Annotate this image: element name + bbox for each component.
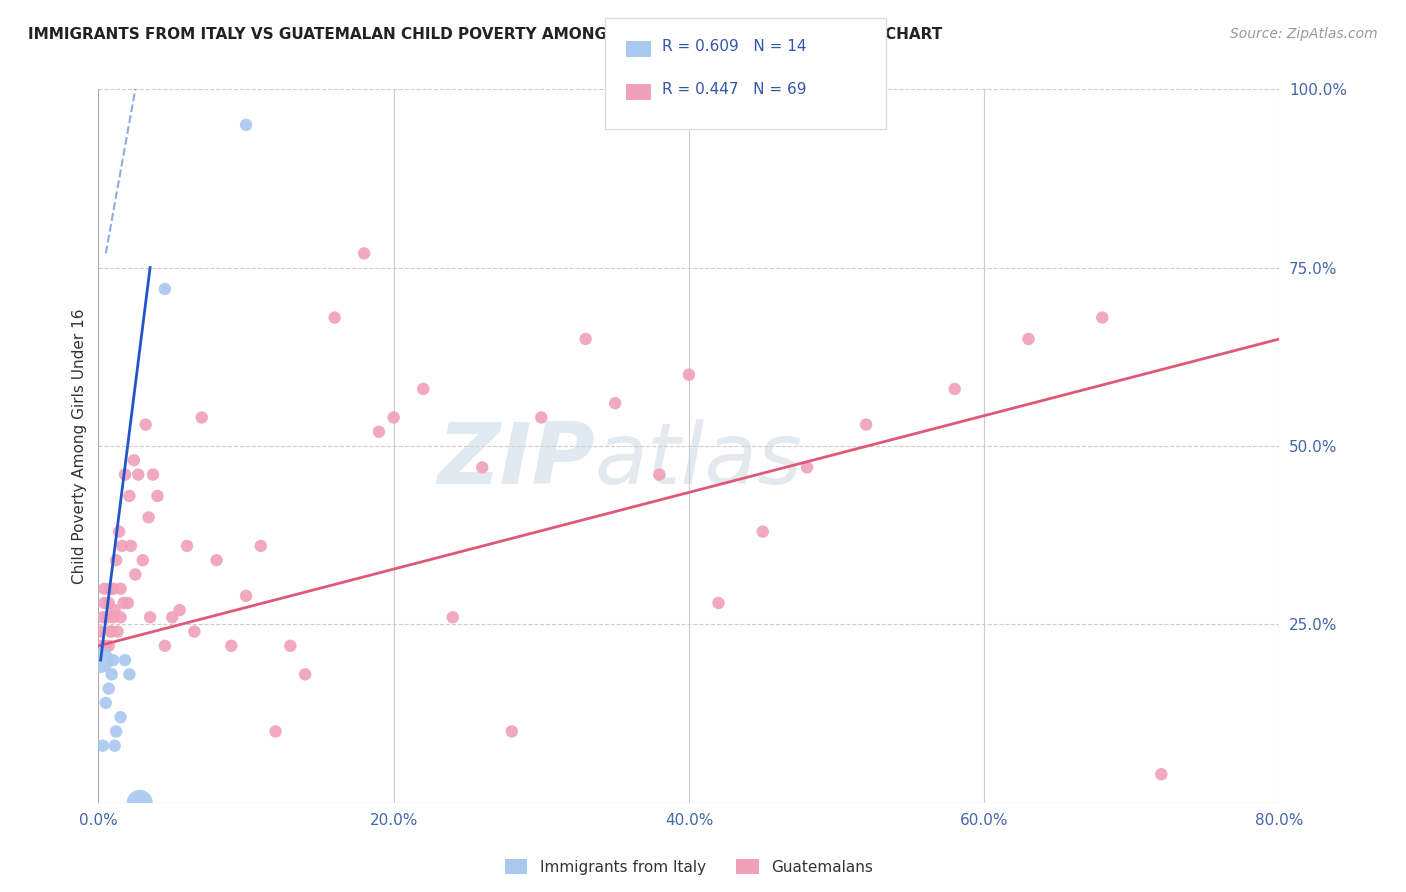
Text: R = 0.447   N = 69: R = 0.447 N = 69: [662, 82, 807, 96]
Text: atlas: atlas: [595, 418, 803, 502]
Point: [97, 681, 120, 696]
Point: [943, 382, 966, 396]
Point: [110, 610, 132, 624]
Legend: Immigrants from Italy, Guatemalans: Immigrants from Italy, Guatemalans: [498, 853, 880, 880]
Point: [117, 596, 139, 610]
Point: [97, 639, 120, 653]
Text: R = 0.609   N = 14: R = 0.609 N = 14: [662, 39, 807, 54]
Point: [104, 603, 127, 617]
Point: [183, 624, 205, 639]
Point: [103, 653, 125, 667]
Point: [574, 332, 596, 346]
Point: [90, 639, 112, 653]
Point: [796, 460, 818, 475]
Point: [94, 696, 117, 710]
Point: [128, 796, 150, 810]
Point: [103, 582, 125, 596]
Point: [153, 639, 176, 653]
Point: [90, 653, 112, 667]
Point: [264, 724, 287, 739]
Point: [1017, 332, 1039, 346]
Point: [100, 667, 122, 681]
Point: [105, 553, 128, 567]
Point: [176, 539, 198, 553]
Point: [127, 467, 149, 482]
Text: IMMIGRANTS FROM ITALY VS GUATEMALAN CHILD POVERTY AMONG GIRLS UNDER 16 CORRELATI: IMMIGRANTS FROM ITALY VS GUATEMALAN CHIL…: [28, 27, 942, 42]
Point: [146, 489, 169, 503]
Point: [93, 582, 115, 596]
Point: [103, 610, 125, 624]
Point: [501, 724, 523, 739]
Point: [382, 410, 405, 425]
Point: [97, 596, 120, 610]
Point: [707, 596, 730, 610]
Text: ZIP: ZIP: [437, 418, 595, 502]
Point: [98, 624, 121, 639]
Point: [111, 539, 134, 553]
Point: [91, 610, 114, 624]
Point: [94, 639, 117, 653]
Point: [114, 467, 136, 482]
Point: [605, 396, 627, 410]
Point: [751, 524, 773, 539]
Point: [110, 582, 132, 596]
Point: [323, 310, 346, 325]
Point: [104, 739, 127, 753]
Point: [221, 639, 243, 653]
Point: [235, 118, 257, 132]
Y-axis label: Child Poverty Among Girls Under 16: Child Poverty Among Girls Under 16: [72, 309, 87, 583]
Point: [118, 667, 141, 681]
Point: [169, 603, 191, 617]
Point: [1091, 310, 1114, 325]
Point: [89, 624, 111, 639]
Point: [530, 410, 553, 425]
Point: [142, 467, 165, 482]
Point: [162, 610, 183, 624]
Point: [93, 596, 115, 610]
Point: [855, 417, 877, 432]
Point: [118, 489, 141, 503]
Point: [120, 539, 142, 553]
Point: [132, 553, 155, 567]
Point: [153, 282, 176, 296]
Point: [412, 382, 434, 396]
Point: [139, 610, 162, 624]
Point: [98, 582, 121, 596]
Point: [100, 624, 122, 639]
Point: [110, 710, 132, 724]
Point: [122, 453, 145, 467]
Point: [138, 510, 160, 524]
Point: [294, 667, 316, 681]
Point: [250, 539, 273, 553]
Point: [135, 417, 157, 432]
Point: [471, 460, 494, 475]
Text: Source: ZipAtlas.com: Source: ZipAtlas.com: [1230, 27, 1378, 41]
Point: [353, 246, 375, 260]
Point: [441, 610, 464, 624]
Point: [205, 553, 228, 567]
Point: [678, 368, 700, 382]
Point: [114, 653, 136, 667]
Point: [278, 639, 302, 653]
Point: [112, 596, 135, 610]
Point: [191, 410, 214, 425]
Point: [107, 624, 129, 639]
Point: [1150, 767, 1173, 781]
Point: [648, 467, 671, 482]
Point: [96, 610, 118, 624]
Point: [91, 739, 114, 753]
Point: [235, 589, 257, 603]
Point: [108, 524, 131, 539]
Point: [368, 425, 391, 439]
Point: [105, 724, 128, 739]
Point: [124, 567, 146, 582]
